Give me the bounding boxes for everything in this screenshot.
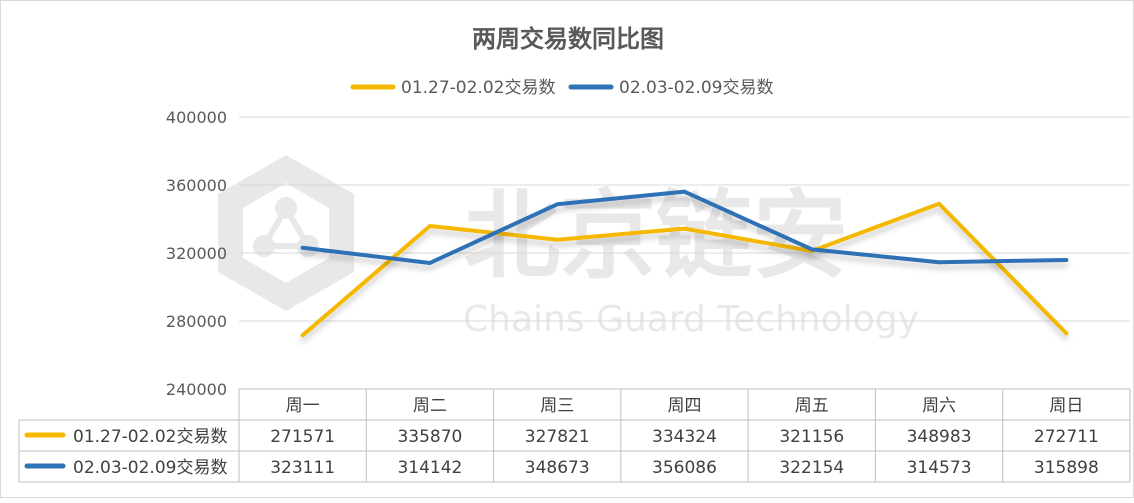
x-category-label: 周三 [540, 396, 574, 416]
x-category-label: 周六 [922, 396, 956, 416]
legend: 01.27-02.02交易数 02.03-02.09交易数 [353, 78, 773, 98]
table-cell-value: 322154 [779, 458, 844, 478]
watermark-text-en: Chains Guard Technology [463, 299, 919, 340]
table-cell-value: 356086 [652, 458, 717, 478]
table-cell-value: 348673 [525, 458, 590, 478]
table-cell-value: 314573 [907, 458, 972, 478]
table-cell-value: 315898 [1034, 458, 1099, 478]
y-tick-label: 400000 [166, 108, 227, 127]
x-category-label: 周日 [1049, 396, 1083, 416]
legend-label-series-1: 01.27-02.02交易数 [401, 78, 555, 98]
data-table: 周一 周二 周三 周四 周五 周六 周日 01.27-02.02交易数 271571 335870… [19, 389, 1130, 482]
watermark: 北京链安 Chains Guard Technology [218, 155, 919, 340]
table-cell-value: 272711 [1034, 427, 1099, 447]
x-category-label: 周一 [286, 396, 320, 416]
y-tick-label: 240000 [166, 380, 227, 399]
y-tick-label: 280000 [166, 312, 227, 331]
y-tick-label: 320000 [166, 244, 227, 263]
table-series-name: 02.03-02.09交易数 [73, 458, 227, 478]
chart-title: 两周交易数同比图 [472, 25, 664, 53]
y-axis-tick-labels: 400000 360000 320000 280000 240000 [166, 108, 227, 399]
table-cell-value: 271571 [270, 427, 335, 447]
table-cell-value: 327821 [525, 427, 590, 447]
table-cell-value: 321156 [779, 427, 844, 447]
table-cell-value: 335870 [397, 427, 462, 447]
x-category-label: 周四 [668, 396, 702, 416]
table-cell-value: 314142 [397, 458, 462, 478]
x-category-label: 周五 [795, 396, 829, 416]
table-cell-value: 348983 [907, 427, 972, 447]
legend-label-series-2: 02.03-02.09交易数 [619, 78, 773, 98]
watermark-logo-icon [218, 155, 354, 311]
y-tick-label: 360000 [166, 176, 227, 195]
table-cell-value: 334324 [652, 427, 717, 447]
x-category-label: 周二 [413, 396, 447, 416]
table-cell-value: 323111 [270, 458, 335, 478]
table-series-name: 01.27-02.02交易数 [73, 427, 227, 447]
